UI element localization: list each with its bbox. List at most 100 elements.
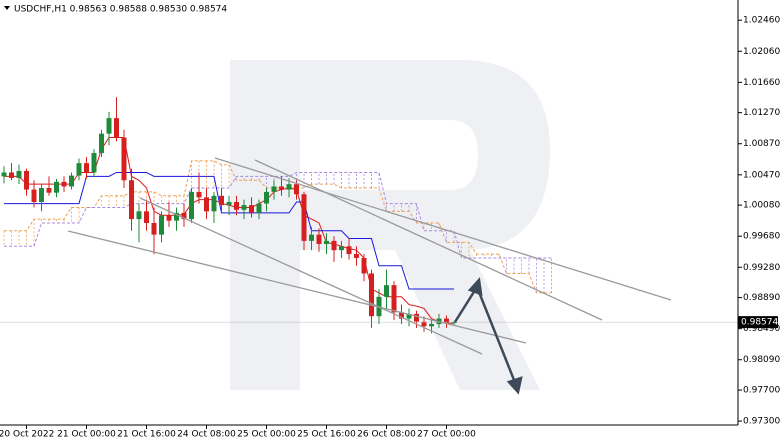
- watermark-stem: [230, 60, 300, 390]
- x-tick-label: 20 Oct 2022: [0, 430, 54, 440]
- candle-body: [444, 318, 449, 324]
- plot-area: [0, 97, 738, 334]
- candle-body: [414, 313, 419, 322]
- candle-body: [361, 257, 367, 274]
- y-tick-label: 0.97300: [743, 417, 780, 427]
- candle-body: [369, 273, 374, 317]
- candle-body: [451, 322, 457, 324]
- candle-body: [99, 133, 104, 154]
- last-price-label: 0.98574: [741, 318, 778, 328]
- candle-body: [1, 172, 7, 177]
- candle-body: [211, 195, 217, 212]
- candle-body: [61, 181, 67, 187]
- y-tick-label: 0.99280: [743, 263, 780, 273]
- candle-body: [331, 240, 337, 251]
- candle-body: [24, 170, 29, 190]
- candle-body: [294, 184, 299, 195]
- candle-body: [286, 184, 292, 190]
- arrow-head: [467, 277, 483, 296]
- candle-body: [241, 205, 247, 210]
- candle-body: [31, 189, 37, 203]
- chart-title: USDCHF,H1 0.98563 0.98588 0.98530 0.9857…: [14, 5, 227, 15]
- candle-body: [354, 254, 359, 258]
- y-tick-label: 0.98090: [743, 355, 780, 365]
- candle-body: [189, 191, 194, 220]
- x-tick-label: 21 Oct 00:00: [57, 430, 116, 440]
- trend-line: [67, 230, 527, 344]
- y-tick-label: 1.00470: [743, 170, 780, 180]
- candle-body: [204, 197, 209, 212]
- candle-body: [144, 211, 149, 223]
- y-tick-label: 1.02460: [743, 16, 780, 26]
- candle-body: [39, 188, 44, 203]
- y-tick-label: 1.00870: [743, 139, 780, 149]
- candle-body: [16, 170, 22, 178]
- candle-body: [76, 163, 82, 176]
- candle-body: [166, 215, 172, 221]
- y-tick-label: 0.99680: [743, 232, 780, 242]
- trend-line: [214, 157, 672, 301]
- candle-body: [46, 188, 52, 193]
- candle-body: [256, 203, 262, 213]
- candle-body: [114, 118, 119, 138]
- candle-body: [219, 195, 224, 206]
- candle-body: [249, 205, 254, 213]
- trend-line: [139, 197, 483, 355]
- candle-body: [309, 234, 314, 241]
- candle-body: [91, 153, 97, 173]
- candle-body: [159, 215, 164, 235]
- candle-body: [181, 212, 187, 220]
- candle-body: [279, 186, 284, 190]
- candle-body: [316, 234, 322, 244]
- candle-body: [174, 212, 179, 221]
- candle-body: [84, 163, 89, 173]
- candle-body: [406, 313, 412, 319]
- x-tick-label: 26 Oct 08:00: [357, 430, 416, 440]
- candle-body: [264, 191, 269, 204]
- watermark-bowl: [300, 60, 550, 390]
- candle-body: [136, 211, 142, 220]
- title-icon: [4, 6, 10, 10]
- x-tick-label: 25 Oct 16:00: [297, 430, 356, 440]
- candle-body: [151, 222, 157, 235]
- axes: 1.02460 1.02060 1.01660 1.01270 1.00870 1.004…: [0, 16, 780, 440]
- candle-body: [121, 137, 127, 181]
- candle-body: [234, 202, 239, 210]
- candle-body: [271, 186, 277, 192]
- candle-body: [399, 312, 404, 319]
- y-tick-label: 1.02060: [743, 47, 780, 57]
- candle-body: [384, 285, 389, 297]
- watermark: [230, 60, 550, 390]
- candle-body: [324, 240, 329, 244]
- last-price-box: [738, 316, 778, 329]
- candle-body: [226, 202, 232, 206]
- candle-body: [301, 194, 307, 241]
- y-tick-label: 1.00080: [743, 201, 780, 211]
- candle-body: [106, 118, 112, 134]
- trend-line: [254, 159, 603, 321]
- candle-body: [129, 180, 134, 220]
- candle-body: [339, 246, 344, 251]
- candle-body: [54, 181, 59, 193]
- x-tick-label: 24 Oct 08:00: [177, 430, 236, 440]
- y-tick-label: 0.98490: [743, 324, 780, 334]
- candle-body: [429, 323, 434, 327]
- candle-body: [9, 172, 14, 178]
- x-tick-label: 25 Oct 00:00: [237, 430, 296, 440]
- x-tick-label: 27 Oct 00:00: [417, 430, 476, 440]
- y-tick-label: 0.98890: [743, 293, 780, 303]
- candle-body: [69, 175, 74, 187]
- candle-body: [196, 191, 202, 198]
- arrow-head: [506, 376, 523, 395]
- forecast-arrow: [453, 277, 523, 395]
- y-tick-label: 0.97700: [743, 386, 780, 396]
- cloud-span-a: [4, 160, 552, 294]
- y-tick-label: 1.01660: [743, 78, 780, 88]
- candle-body: [391, 285, 397, 313]
- x-tick-label: 21 Oct 16:00: [117, 430, 176, 440]
- y-tick-label: 1.01270: [743, 108, 780, 118]
- candle-body: [346, 246, 352, 255]
- trend-lines: [67, 157, 672, 355]
